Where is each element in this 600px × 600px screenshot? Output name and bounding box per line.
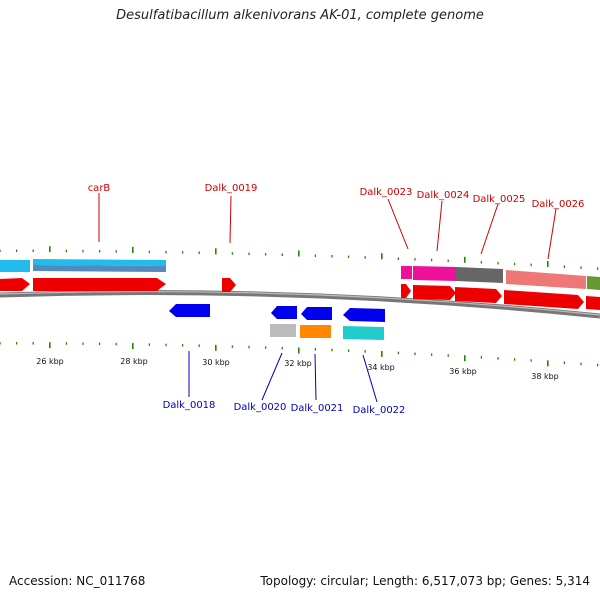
feature-right-olive[interactable] <box>587 276 600 290</box>
genome-backbone-highlight <box>0 290 600 316</box>
cds-dalk-0021-blue[interactable] <box>301 307 332 320</box>
scale-label-34kbp: 34 kbp <box>367 363 395 372</box>
forward-cds-band <box>0 278 600 310</box>
gene-label-dalk-0026: Dalk_0026 <box>532 199 585 210</box>
leader-dalk-0021 <box>314 353 317 401</box>
feature-dalk-0022-cyan[interactable] <box>343 326 384 340</box>
feature-dalk-0020-silver[interactable] <box>270 324 296 337</box>
leader-dalk-0020 <box>261 352 283 401</box>
cds-dalk-0026-red[interactable] <box>504 290 584 309</box>
feature-0024-magenta[interactable] <box>413 266 456 281</box>
feature-0025-gray[interactable] <box>456 267 503 283</box>
feature-left-lightblue[interactable] <box>0 260 30 272</box>
cds-dalk-0022-blue[interactable] <box>343 308 385 322</box>
reverse-cds-band <box>169 304 385 340</box>
leader-dalk-0019 <box>229 195 232 244</box>
feature-carB-steelblue[interactable] <box>33 265 166 272</box>
top-label-leaders <box>98 193 557 260</box>
outer-tick-marks <box>0 246 599 270</box>
feature-0023-magenta-a[interactable] <box>401 266 412 279</box>
scale-label-30kbp: 30 kbp <box>202 358 230 367</box>
cds-dalk-0024-red[interactable] <box>413 285 456 300</box>
leader-dalk-0023 <box>387 198 409 250</box>
cds-carB-red[interactable] <box>33 278 166 291</box>
cds-dalk-0018-blue[interactable] <box>169 304 210 317</box>
cds-dalk-0023-red[interactable] <box>401 284 411 298</box>
feature-dalk-0021-orange[interactable] <box>300 325 331 338</box>
feature-carB-lightblue[interactable] <box>33 259 166 266</box>
feature-0026-salmon[interactable] <box>506 270 586 289</box>
top-feature-band <box>0 259 600 290</box>
accession-text: Accession: NC_011768 <box>9 574 146 588</box>
cds-left-red[interactable] <box>0 278 30 291</box>
leader-dalk-0025 <box>480 203 499 255</box>
map-title: Desulfatibacillum alkenivorans AK-01, co… <box>116 8 484 23</box>
cds-right-red[interactable] <box>586 296 600 310</box>
scale-label-28kbp: 28 kbp <box>120 357 148 366</box>
scale-label-32kbp: 32 kbp <box>284 359 312 368</box>
scale-label-38kbp: 38 kbp <box>531 372 559 381</box>
cds-dalk-0020-blue[interactable] <box>271 306 297 319</box>
scale-label-36kbp: 36 kbp <box>449 367 477 376</box>
gene-label-dalk-0023: Dalk_0023 <box>360 187 413 198</box>
gene-label-dalk-0024: Dalk_0024 <box>417 190 470 201</box>
gene-label-dalk-0022: Dalk_0022 <box>353 405 406 416</box>
gene-label-dalk-0018: Dalk_0018 <box>163 400 216 411</box>
bottom-label-leaders <box>188 351 378 403</box>
leader-dalk-0022 <box>362 354 378 403</box>
inner-tick-marks <box>0 342 599 367</box>
cds-dalk-0025-red[interactable] <box>455 287 502 303</box>
leader-dalk-0026 <box>547 208 557 260</box>
scale-label-26kbp: 26 kbp <box>36 357 64 366</box>
gene-label-dalk-0025: Dalk_0025 <box>473 194 526 205</box>
cds-dalk-0019-red[interactable] <box>222 278 236 292</box>
leader-dalk-0024 <box>436 200 443 252</box>
gene-label-dalk-0020: Dalk_0020 <box>234 402 287 413</box>
genome-summary-text: Topology: circular; Length: 6,517,073 bp… <box>260 574 590 588</box>
gene-label-dalk-0019: Dalk_0019 <box>205 183 258 194</box>
gene-label-dalk-0021: Dalk_0021 <box>291 403 344 414</box>
genome-backbone <box>0 290 600 319</box>
gene-label-carB: carB <box>88 183 111 194</box>
